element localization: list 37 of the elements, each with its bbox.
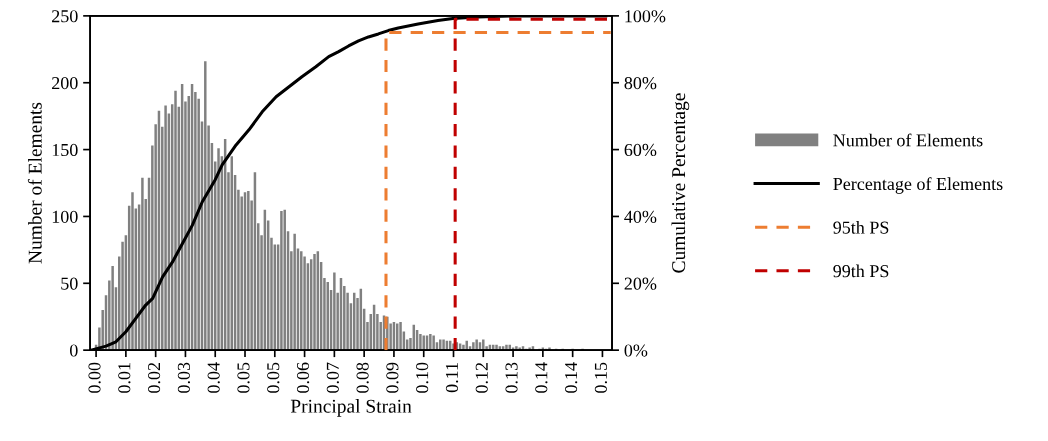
y-tick-label: 250 xyxy=(52,10,78,23)
x-tick-label: 0.10 xyxy=(416,362,429,393)
x-tick-label: 0.06 xyxy=(296,362,310,393)
x-tick-label: 0.08 xyxy=(356,362,369,393)
y2-tick-label: 100% xyxy=(625,10,666,23)
legend-label: 95th PS xyxy=(833,220,889,234)
y-axis-title: Number of Elements xyxy=(27,102,42,264)
x-tick-label: 0.14 xyxy=(564,362,578,393)
x-tick-label: 0.07 xyxy=(326,362,339,393)
x-tick-label: 0.13 xyxy=(505,362,518,393)
legend-label: 99th PS xyxy=(833,264,889,278)
x-tick-label: 0.05 xyxy=(267,362,280,393)
legend-label: Percentage of Elements xyxy=(833,177,1003,194)
x-tick-label: 0.12 xyxy=(475,362,488,393)
y-tick-label: 100 xyxy=(52,210,78,223)
y2-tick-label: 40% xyxy=(624,210,657,223)
x-tick-label: 0.03 xyxy=(177,362,191,393)
x-tick-label: 0.01 xyxy=(118,363,131,393)
x-tick-label: 0.14 xyxy=(535,362,548,393)
y-tick-label: 200 xyxy=(52,76,78,90)
x-tick-label: 0.00 xyxy=(88,362,101,393)
y2-tick-label: 80% xyxy=(624,76,657,90)
y-tick-label: 0 xyxy=(69,344,78,357)
x-axis-title: Principal Strain xyxy=(290,399,412,417)
y2-tick-label: 0% xyxy=(624,344,648,357)
y2-axis-title: Cumulative Percentage xyxy=(671,93,690,273)
y2-tick-label: 20% xyxy=(624,277,657,290)
x-tick-label: 0.02 xyxy=(147,362,161,393)
x-tick-label: 0.09 xyxy=(386,362,399,393)
y-tick-label: 50 xyxy=(61,277,78,290)
y-tick-label: 150 xyxy=(52,143,78,157)
x-tick-label: 0.15 xyxy=(594,362,608,393)
x-tick-label: 0.11 xyxy=(445,363,459,393)
x-tick-label: 0.05 xyxy=(237,362,250,393)
legend-label: Number of Elements xyxy=(833,133,983,147)
x-tick-label: 0.04 xyxy=(207,362,220,393)
y2-tick-label: 60% xyxy=(624,143,657,157)
